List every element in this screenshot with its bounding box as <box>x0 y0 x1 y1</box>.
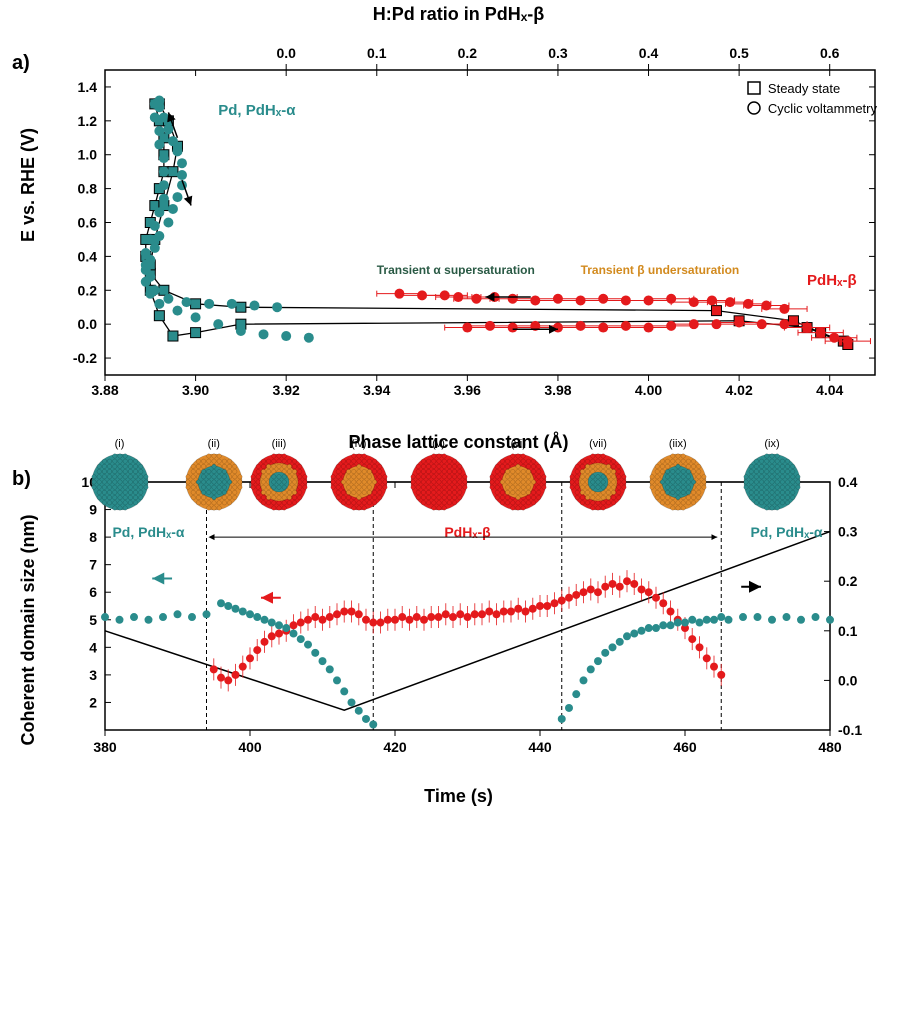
svg-text:4: 4 <box>89 639 97 655</box>
nanoparticle-schematic <box>184 452 244 517</box>
svg-text:0.1: 0.1 <box>838 623 858 639</box>
svg-text:440: 440 <box>528 739 552 755</box>
svg-text:0.4: 0.4 <box>78 248 98 264</box>
svg-text:4.04: 4.04 <box>816 382 843 398</box>
panel-a-ylabel: E vs. RHE (V) <box>18 55 39 315</box>
svg-text:3: 3 <box>89 667 97 683</box>
svg-text:0.2: 0.2 <box>458 45 478 61</box>
svg-text:Pd, PdHₓ-α: Pd, PdHₓ-α <box>112 524 184 540</box>
svg-text:1.4: 1.4 <box>78 79 98 95</box>
legend-item-steady: Steady state <box>768 81 840 96</box>
svg-text:1.2: 1.2 <box>78 113 98 129</box>
svg-text:0.0: 0.0 <box>838 672 858 688</box>
panel-b-xlabel: Time (s) <box>0 786 917 807</box>
svg-text:7: 7 <box>89 557 97 573</box>
nanoparticle-roman-label: (v) <box>419 438 459 450</box>
svg-text:3.98: 3.98 <box>544 382 571 398</box>
svg-text:3.90: 3.90 <box>182 382 209 398</box>
svg-text:8: 8 <box>89 529 97 545</box>
nanoparticle-roman-label: (vi) <box>498 438 538 450</box>
panel-b-ylabel-left: Coherent domain size (nm) <box>18 500 39 760</box>
annotation: Transient β undersaturation <box>581 263 740 277</box>
svg-text:3.94: 3.94 <box>363 382 390 398</box>
svg-text:-0.2: -0.2 <box>73 350 97 366</box>
svg-text:6: 6 <box>89 584 97 600</box>
svg-text:3.96: 3.96 <box>454 382 481 398</box>
nanoparticle-roman-label: (ix) <box>752 438 792 450</box>
svg-text:0.0: 0.0 <box>78 316 98 332</box>
panel-a-top-xlabel: H:Pd ratio in PdHₓ-β <box>0 4 917 25</box>
nanoparticle-roman-label: (vii) <box>578 438 618 450</box>
annotation: PdHₓ-β <box>807 272 857 289</box>
svg-text:380: 380 <box>93 739 117 755</box>
svg-text:4.02: 4.02 <box>725 382 752 398</box>
svg-text:0.0: 0.0 <box>276 45 296 61</box>
nanoparticle-schematic <box>742 452 802 517</box>
svg-text:2: 2 <box>89 694 97 710</box>
svg-text:0.2: 0.2 <box>838 573 858 589</box>
panel-a-legend: Steady state Cyclic voltammetry <box>746 80 877 116</box>
nanoparticle-roman-label: (i) <box>100 438 140 450</box>
panel-b-label: b) <box>12 468 31 491</box>
svg-text:0.3: 0.3 <box>838 524 858 540</box>
svg-text:4.00: 4.00 <box>635 382 662 398</box>
nanoparticle-schematic <box>329 452 389 517</box>
svg-text:400: 400 <box>238 739 262 755</box>
nanoparticle-roman-label: (ii) <box>194 438 234 450</box>
nanoparticle-roman-label: (iv) <box>339 438 379 450</box>
svg-text:460: 460 <box>673 739 697 755</box>
nanoparticle-schematic <box>648 452 708 517</box>
svg-text:Pd, PdHₓ-α: Pd, PdHₓ-α <box>750 524 822 540</box>
svg-text:480: 480 <box>818 739 842 755</box>
svg-text:0.6: 0.6 <box>820 45 840 61</box>
svg-text:1.0: 1.0 <box>78 147 98 163</box>
svg-text:PdHₓ-β: PdHₓ-β <box>444 524 491 540</box>
nanoparticle-schematic <box>249 452 309 517</box>
nanoparticle-roman-label: (iii) <box>259 438 299 450</box>
annotation: Transient α supersaturation <box>377 263 535 277</box>
annotation: Pd, PdHₓ-α <box>218 102 295 119</box>
svg-text:0.6: 0.6 <box>78 215 98 231</box>
svg-text:-0.1: -0.1 <box>838 722 862 738</box>
svg-text:0.3: 0.3 <box>548 45 568 61</box>
nanoparticle-schematic <box>409 452 469 517</box>
svg-text:0.4: 0.4 <box>838 474 858 490</box>
legend-item-cv: Cyclic voltammetry <box>768 101 877 116</box>
nanoparticle-schematic <box>90 452 150 517</box>
nanoparticle-schematic <box>568 452 628 517</box>
nanoparticle-schematic <box>488 452 548 517</box>
svg-text:0.2: 0.2 <box>78 282 98 298</box>
svg-text:3.88: 3.88 <box>91 382 118 398</box>
svg-text:0.4: 0.4 <box>639 45 659 61</box>
svg-text:0.1: 0.1 <box>367 45 387 61</box>
svg-text:0.5: 0.5 <box>729 45 749 61</box>
page-root: a) H:Pd ratio in PdHₓ-β 3.883.903.923.94… <box>0 0 917 809</box>
svg-text:0.8: 0.8 <box>78 181 98 197</box>
svg-text:5: 5 <box>89 612 97 628</box>
svg-text:420: 420 <box>383 739 407 755</box>
nanoparticle-roman-label: (iix) <box>658 438 698 450</box>
svg-text:3.92: 3.92 <box>273 382 300 398</box>
